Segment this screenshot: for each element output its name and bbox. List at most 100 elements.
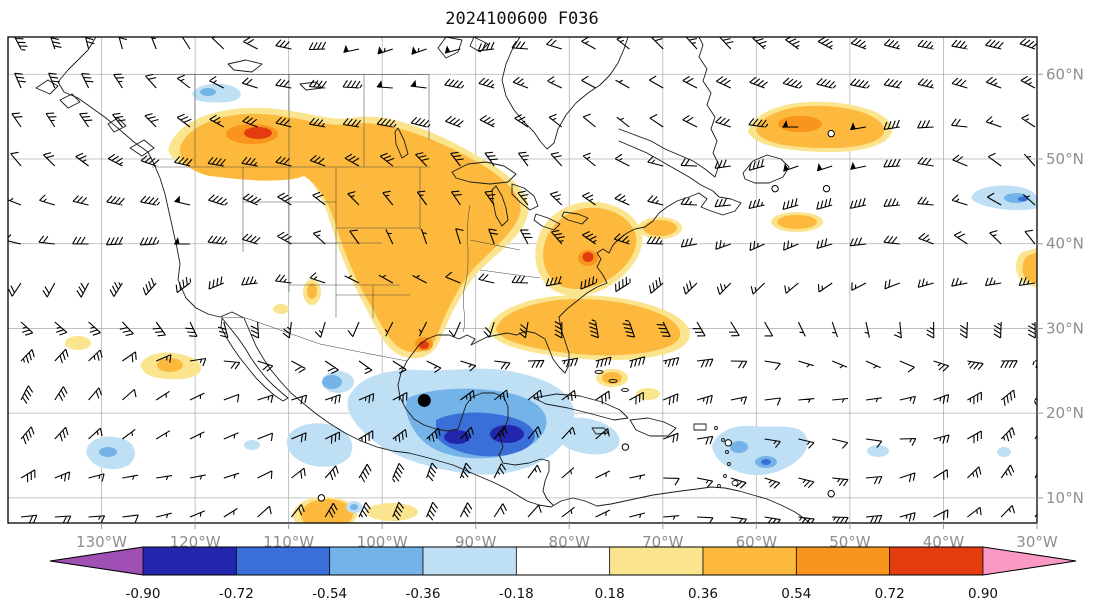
positive-anomaly-core xyxy=(179,113,521,353)
coastlines xyxy=(35,37,811,523)
shaded-anomaly-regions xyxy=(65,83,1037,523)
colorbar-tick-label: -0.72 xyxy=(219,586,254,602)
negative-anomaly-strong xyxy=(1018,196,1028,202)
negative-anomaly-fringe xyxy=(997,447,1011,457)
colorbar-segment xyxy=(143,547,237,575)
colorbar-tick-label: -0.90 xyxy=(126,586,161,602)
wind-barb-field xyxy=(8,37,1037,523)
positive-anomaly-core xyxy=(777,215,817,229)
alaska-bc-islands xyxy=(35,79,155,157)
positive-anomaly-core xyxy=(543,207,637,290)
positive-anomaly-fringe xyxy=(65,336,91,350)
negative-anomaly-fringe xyxy=(867,445,889,457)
lesser-antilles-islands xyxy=(714,426,739,488)
calm-wind-circle xyxy=(822,184,831,193)
y-tick-label: 30°N xyxy=(1046,319,1084,337)
negative-anomaly-strong xyxy=(761,459,771,465)
colorbar-tick-label: 0.36 xyxy=(688,586,718,602)
positive-anomaly-core xyxy=(643,220,677,236)
positive-anomaly-fringe xyxy=(273,304,289,314)
storm-marker-dot xyxy=(417,393,431,407)
colorbar: -0.90 -0.72 -0.54 -0.36 -0.18 0.18 0.36 0.54 0.7… xyxy=(49,546,1077,602)
calm-wind-circle xyxy=(621,443,630,451)
positive-anomaly-fringe xyxy=(636,388,660,400)
x-tick-label: 130°W xyxy=(76,533,127,551)
y-tick-label: 50°N xyxy=(1046,150,1084,168)
y-tick-label: 20°N xyxy=(1046,404,1084,422)
lake-erie xyxy=(533,213,561,231)
coastline-puerto-rico xyxy=(693,423,707,431)
coastline-us-gulf-atlantic xyxy=(406,140,742,374)
colorbar-segment xyxy=(516,547,610,575)
negative-anomaly-fringe xyxy=(244,440,260,450)
negative-anomaly-mid xyxy=(200,88,216,96)
y-tick-label: 40°N xyxy=(1046,235,1084,253)
plot-border xyxy=(7,36,1038,524)
lake-huron xyxy=(511,183,539,211)
coastline-hispaniola xyxy=(629,417,677,437)
negative-anomaly-mid xyxy=(322,375,342,389)
colorbar-tick-label: -0.54 xyxy=(312,586,347,602)
coastline-quebec-labrador xyxy=(618,37,720,178)
colorbar-tick-label: 0.90 xyxy=(968,586,998,602)
mississippi-river xyxy=(462,204,471,333)
coastline-gulf-campeche-yucatan xyxy=(397,360,554,506)
colorbar-segment xyxy=(422,547,517,575)
positive-anomaly-core xyxy=(1022,252,1037,284)
positive-anomaly-strong xyxy=(778,116,822,132)
state-borders xyxy=(152,74,541,362)
positive-anomaly-fringe xyxy=(366,503,418,521)
coastline-baja-california xyxy=(220,317,289,402)
calm-wind-circle xyxy=(771,184,779,193)
coastline-pacific-centralamerica xyxy=(57,37,811,523)
positive-anomaly-core xyxy=(300,499,354,523)
positive-anomaly-core xyxy=(157,358,183,372)
northern-lakes xyxy=(227,37,489,159)
colorbar-segment xyxy=(796,547,890,575)
positive-anomaly-core xyxy=(307,283,317,299)
colorbar-tick-label: 0.54 xyxy=(781,586,811,602)
colorbar-segment xyxy=(889,547,983,575)
negative-anomaly-max xyxy=(444,430,470,444)
positive-anomaly-max xyxy=(244,127,272,139)
positive-anomaly-max xyxy=(582,252,594,262)
wind-barbs xyxy=(8,37,1037,523)
colorbar-tick-label: 0.72 xyxy=(875,586,905,602)
positive-anomaly-max xyxy=(419,341,429,349)
coastline-hudson-bay xyxy=(501,37,629,150)
y-tick-label: 60°N xyxy=(1046,65,1084,83)
colorbar-segment xyxy=(609,547,703,575)
negative-anomaly-fringe xyxy=(558,417,620,455)
calm-wind-circle xyxy=(827,489,835,498)
negative-anomaly-mid xyxy=(99,447,117,457)
colorbar-segment xyxy=(702,547,797,575)
plot-title: 2024100600 F036 xyxy=(445,9,599,29)
negative-anomaly-mid xyxy=(350,504,358,510)
us-mexico-border xyxy=(219,316,408,362)
lake-superior xyxy=(451,161,517,185)
calm-wind-markers xyxy=(317,129,835,502)
negative-anomaly-strong xyxy=(436,412,535,457)
negative-anomaly-mid xyxy=(730,441,748,453)
negative-anomaly-fringe xyxy=(712,425,808,476)
colorbar-segment xyxy=(329,547,423,575)
calm-wind-circle xyxy=(724,439,732,447)
y-tick-label: 10°N xyxy=(1046,489,1084,507)
x-tick-label: 30°W xyxy=(1016,533,1058,551)
calm-wind-circle xyxy=(317,494,326,502)
colorbar-outline xyxy=(49,546,1077,576)
lake-michigan xyxy=(491,185,509,227)
colorbar-tick-label: -0.36 xyxy=(406,586,441,602)
colorbar-segment xyxy=(236,547,330,575)
calm-wind-circle xyxy=(827,129,835,138)
colorbar-arrow-right xyxy=(982,547,1076,575)
colorbar-arrow-left xyxy=(50,547,143,575)
colorbar-tick-label: 0.18 xyxy=(595,586,625,602)
coastline-newfoundland xyxy=(742,154,790,184)
colorbar-tick-label: -0.18 xyxy=(499,586,534,602)
lake-ontario xyxy=(561,211,589,225)
positive-anomaly-core xyxy=(496,298,681,356)
bahamas-islands xyxy=(594,370,629,392)
